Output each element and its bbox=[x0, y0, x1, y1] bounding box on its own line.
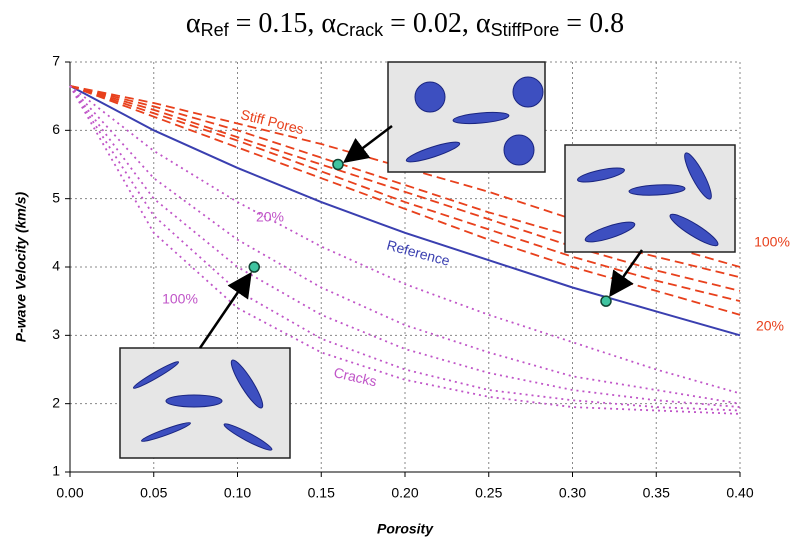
x-tick-label: 0.05 bbox=[140, 485, 167, 501]
x-tick-label: 0.00 bbox=[56, 485, 83, 501]
y-tick-label: 3 bbox=[52, 326, 60, 342]
arrow bbox=[347, 126, 392, 160]
y-tick-label: 6 bbox=[52, 121, 60, 137]
x-tick-label: 0.25 bbox=[475, 485, 502, 501]
annotation: Cracks bbox=[332, 364, 378, 389]
inset-cracks bbox=[120, 348, 290, 458]
chart: 1 2 3 4 5 6 7 0.00 0.05 0.10 0.15 0.20 0.25 0.30 0.35 0… bbox=[0, 0, 810, 547]
inset-mixed bbox=[565, 145, 735, 252]
arrow bbox=[200, 276, 249, 348]
title-subscript: Crack bbox=[336, 20, 384, 40]
annotation: 20% bbox=[256, 209, 284, 225]
title-part: = 0.8 bbox=[559, 8, 624, 39]
chart-title: αRef = 0.15, αCrack = 0.02, αStiffPore =… bbox=[186, 8, 624, 40]
annotation: 20% bbox=[756, 318, 784, 334]
highlight-point bbox=[249, 262, 259, 272]
annotation: 100% bbox=[754, 234, 790, 250]
annotation: Stiff Pores bbox=[239, 106, 305, 137]
title-part: = 0.15, α bbox=[229, 8, 337, 39]
title-subscript: StiffPore bbox=[491, 20, 560, 40]
title-part: = 0.02, α bbox=[383, 8, 491, 39]
x-tick-label: 0.10 bbox=[224, 485, 251, 501]
annotation: Reference bbox=[385, 237, 452, 269]
x-tick-label: 0.15 bbox=[308, 485, 335, 501]
y-tick-label: 5 bbox=[52, 189, 60, 205]
title-subscript: Ref bbox=[201, 20, 230, 40]
inset-stiff-pores bbox=[388, 62, 545, 172]
x-axis-label: Porosity bbox=[377, 521, 434, 537]
x-tick-label: 0.40 bbox=[726, 485, 753, 501]
x-tick-label: 0.30 bbox=[559, 485, 586, 501]
x-tick-label: 0.20 bbox=[391, 485, 418, 501]
y-tick-label: 4 bbox=[52, 258, 60, 274]
y-tick-label: 2 bbox=[52, 394, 60, 410]
arrow bbox=[612, 250, 642, 293]
annotation: 100% bbox=[162, 291, 198, 307]
x-tick-label: 0.35 bbox=[643, 485, 670, 501]
highlight-point bbox=[601, 296, 611, 306]
highlight-point bbox=[333, 160, 343, 170]
y-axis-label: P-wave Velocity (km/s) bbox=[13, 191, 29, 342]
title-part: α bbox=[186, 8, 201, 39]
y-tick-label: 7 bbox=[52, 53, 60, 69]
y-tick-label: 1 bbox=[52, 463, 60, 479]
